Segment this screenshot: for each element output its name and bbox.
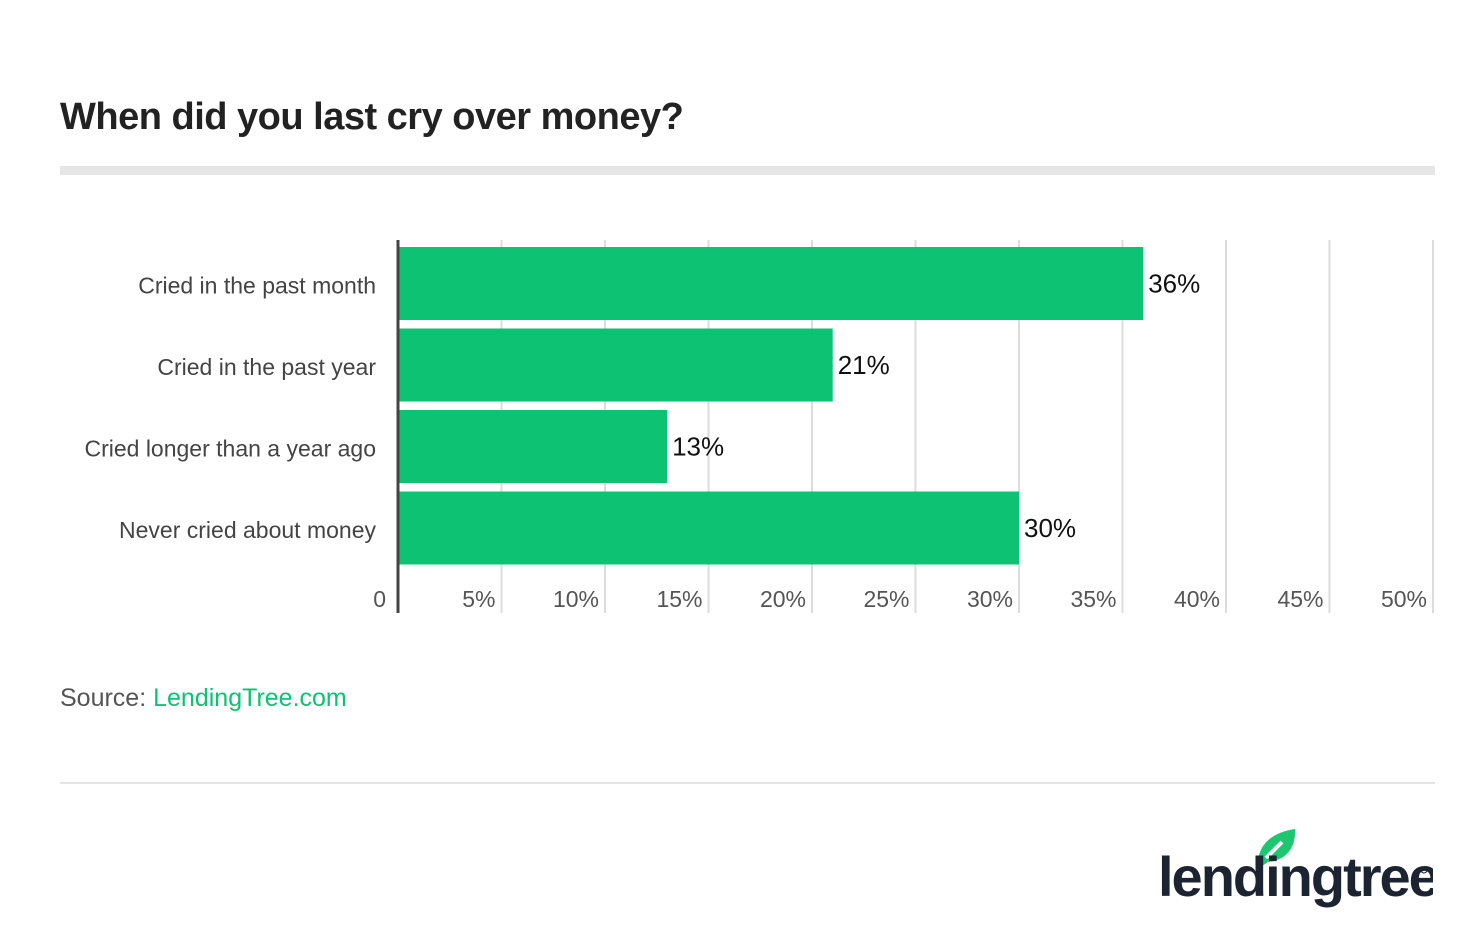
x-tick-label: 0	[373, 586, 386, 612]
category-label: Cried longer than a year ago	[84, 436, 376, 462]
title-divider	[60, 166, 1435, 175]
category-label: Cried in the past year	[157, 354, 376, 380]
category-label: Cried in the past month	[138, 273, 376, 299]
x-tick-label: 20%	[760, 586, 806, 612]
x-tick-label: 5%	[462, 586, 495, 612]
bar	[398, 247, 1144, 320]
x-tick-label: 50%	[1381, 586, 1427, 612]
lendingtree-logo: lendingtree	[1158, 829, 1433, 908]
x-tick-label: 25%	[863, 586, 909, 612]
x-tick-label: 45%	[1277, 586, 1323, 612]
source-line: Source: LendingTree.com	[60, 684, 347, 713]
x-tick-label: 35%	[1070, 586, 1116, 612]
category-label: Never cried about money	[119, 517, 376, 543]
x-tick-label: 40%	[1174, 586, 1220, 612]
source-link[interactable]: LendingTree.com	[153, 684, 347, 712]
x-tick-label: 10%	[553, 586, 599, 612]
data-label: 21%	[838, 350, 890, 380]
svg-text:lendingtree: lendingtree	[1158, 845, 1433, 908]
data-label: 36%	[1148, 269, 1200, 299]
x-tick-label: 30%	[967, 586, 1013, 612]
bar-chart: 0 5% 10% 15% 20% 25% 30% 35% 40% 45% 50% 36% Cried i…	[84, 240, 1434, 613]
footer-divider	[60, 782, 1435, 784]
data-label: 13%	[672, 432, 724, 462]
data-label: 30%	[1024, 513, 1076, 543]
bar	[398, 410, 668, 483]
bar	[398, 491, 1019, 565]
chart-title: When did you last cry over money?	[60, 96, 684, 138]
bar	[398, 328, 833, 402]
x-tick-label: 15%	[656, 586, 702, 612]
source-label: Source:	[60, 684, 147, 712]
